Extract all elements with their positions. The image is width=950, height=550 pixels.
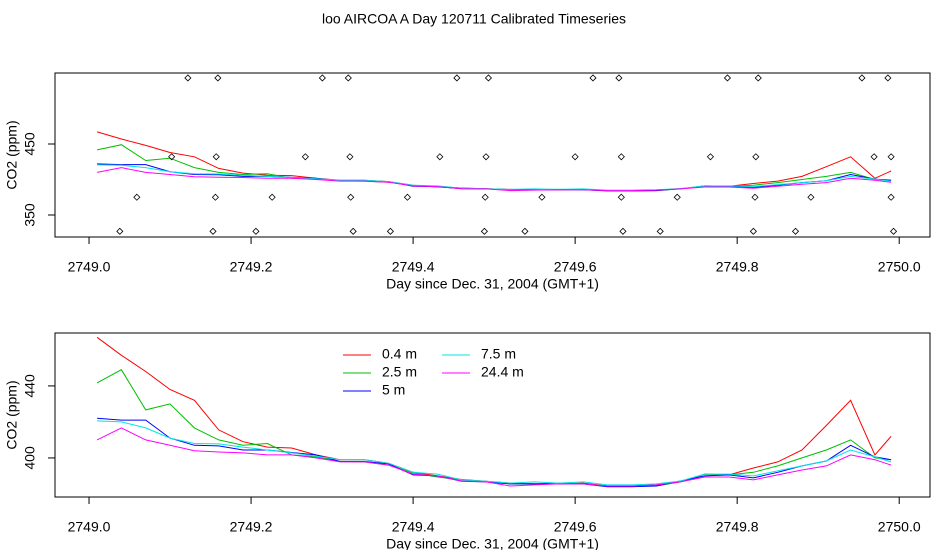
marker	[480, 227, 488, 235]
marker	[436, 153, 444, 161]
marker	[346, 153, 354, 161]
marker	[209, 227, 217, 235]
x-tick-label: 2749.6	[554, 519, 597, 535]
x-tick-label: 2749.2	[230, 259, 273, 275]
marker	[184, 74, 192, 82]
marker	[481, 193, 489, 201]
marker	[752, 153, 760, 161]
marker	[386, 227, 394, 235]
y-tick-label: 440	[22, 374, 38, 398]
marker	[754, 74, 762, 82]
legend-label: 5 m	[382, 382, 405, 398]
marker	[791, 227, 800, 235]
series-line	[97, 420, 892, 486]
x-tick-label: 2749.4	[392, 519, 435, 535]
marker	[344, 74, 352, 82]
marker	[749, 227, 757, 235]
marker	[870, 153, 878, 161]
y-axis-label: CO2 (ppm)	[4, 380, 20, 449]
x-tick-label: 2749.6	[554, 259, 597, 275]
marker	[887, 153, 895, 161]
marker	[589, 74, 597, 82]
marker	[884, 74, 892, 82]
x-tick-label: 2749.2	[230, 519, 273, 535]
marker	[482, 153, 490, 161]
x-tick-label: 2749.0	[68, 519, 111, 535]
x-tick-label: 2749.8	[716, 519, 759, 535]
x-axis-label: Day since Dec. 31, 2004 (GMT+1)	[386, 276, 599, 292]
marker	[521, 227, 529, 235]
marker	[617, 193, 625, 201]
marker	[301, 153, 309, 161]
x-axis-label: Day since Dec. 31, 2004 (GMT+1)	[386, 536, 599, 550]
marker	[349, 227, 357, 235]
marker	[214, 74, 222, 82]
marker	[617, 153, 625, 161]
series-line	[97, 167, 892, 192]
marker	[212, 153, 220, 161]
plot-frame	[54, 72, 931, 238]
series-line	[97, 164, 892, 191]
marker	[116, 227, 124, 235]
marker	[252, 227, 260, 235]
marker	[887, 193, 895, 201]
x-tick-label: 2749.4	[392, 259, 435, 275]
marker	[268, 193, 276, 201]
x-tick-label: 2750.0	[878, 519, 921, 535]
plot-frame	[54, 332, 931, 498]
legend-label: 0.4 m	[382, 346, 417, 362]
marker	[168, 153, 176, 161]
y-tick-label: 450	[22, 132, 38, 156]
marker	[211, 193, 219, 201]
marker	[403, 193, 411, 201]
page-title: loo AIRCOA A Day 120711 Calibrated Times…	[322, 11, 626, 27]
legend-label: 24.4 m	[481, 364, 524, 380]
marker	[723, 74, 732, 82]
marker	[706, 153, 715, 161]
y-axis-label: CO2 (ppm)	[4, 120, 20, 189]
x-tick-label: 2749.8	[716, 259, 759, 275]
marker	[673, 193, 681, 201]
x-tick-label: 2749.0	[68, 259, 111, 275]
marker	[807, 193, 815, 201]
x-tick-label: 2750.0	[878, 259, 921, 275]
marker	[453, 74, 461, 82]
marker	[751, 193, 759, 201]
legend-label: 2.5 m	[382, 364, 417, 380]
marker	[656, 227, 664, 235]
marker	[571, 153, 579, 161]
marker	[133, 193, 141, 201]
marker	[619, 227, 627, 235]
marker	[347, 193, 355, 201]
marker	[318, 74, 326, 82]
marker	[615, 74, 623, 82]
series-line	[97, 417, 892, 488]
y-tick-label: 400	[22, 446, 38, 470]
series-line	[96, 427, 892, 487]
marker	[858, 74, 866, 82]
marker	[889, 227, 898, 235]
marker	[538, 193, 546, 201]
y-tick-label: 350	[22, 203, 38, 227]
marker	[484, 74, 493, 82]
legend-label: 7.5 m	[481, 346, 516, 362]
